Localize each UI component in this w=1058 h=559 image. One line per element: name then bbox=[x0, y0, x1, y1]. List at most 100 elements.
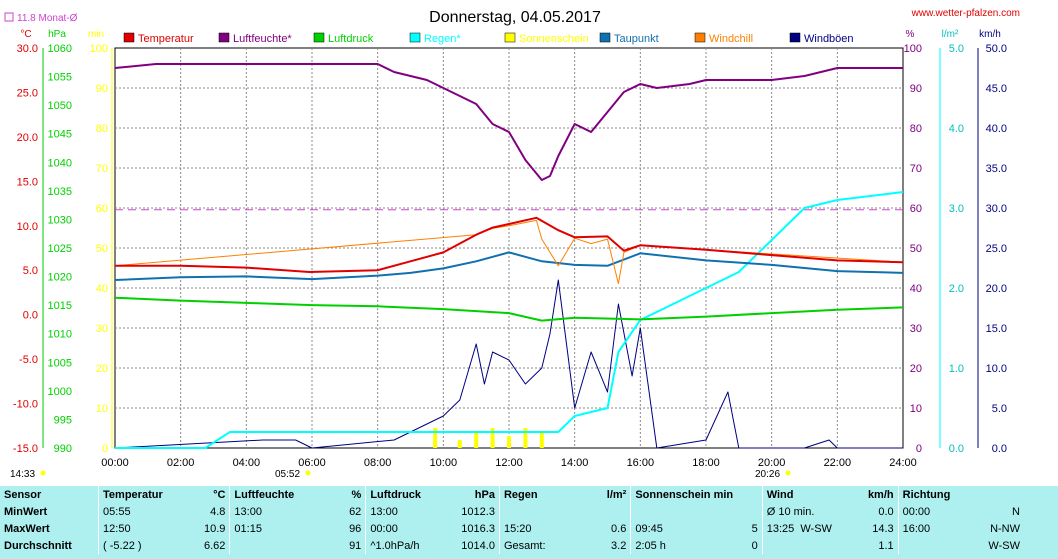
x-tick-label: 20:00 bbox=[758, 457, 786, 469]
stats-avg-dir: W-SW bbox=[988, 539, 1020, 552]
stats-avg-press-time: ^1.0hPa/h bbox=[365, 537, 448, 554]
minutes-tick-label: 20 bbox=[96, 363, 108, 375]
temp-tick-label: 5.0 bbox=[23, 265, 38, 277]
pressure-tick-label: 1055 bbox=[48, 72, 72, 84]
stats-avg-rain-time: Gesamt: bbox=[498, 537, 579, 554]
stats-min-sun-time bbox=[630, 503, 713, 520]
pressure-tick-label: 990 bbox=[54, 443, 72, 455]
monthly-avg-label: 11.8 Monat-Ø bbox=[17, 13, 78, 24]
stats-max-hum-time: 01:15 bbox=[229, 520, 314, 537]
rain-tick-label: 3.0 bbox=[949, 203, 964, 215]
pressure-tick-label: 1040 bbox=[48, 157, 72, 169]
pressure-tick-label: 1060 bbox=[48, 43, 72, 55]
humidity-tick-label: 70 bbox=[910, 163, 922, 175]
stats-sensor-header: Sensor bbox=[4, 488, 42, 501]
legend-label: Sonnenschein bbox=[519, 33, 589, 45]
sunshine-bar bbox=[474, 432, 479, 448]
axis-unit-right: l/m² bbox=[942, 29, 959, 40]
stats-min-hum-time: 13:00 bbox=[229, 503, 314, 520]
stats-max-wind-dir: W-SW bbox=[800, 522, 832, 535]
sunshine-bar bbox=[523, 428, 528, 448]
x-tick-label: 18:00 bbox=[692, 457, 720, 469]
stats-max-dir-time: 16:00 bbox=[897, 520, 967, 537]
stats-dir-header: Richtung bbox=[897, 486, 1024, 503]
wind-tick-label: 35.0 bbox=[986, 163, 1007, 175]
stats-max-wind-time: 13:25 bbox=[766, 522, 795, 535]
x-tick-label: 24:00 bbox=[889, 457, 917, 469]
temp-tick-label: -15.0 bbox=[13, 443, 38, 455]
statistics-panel: Sensor Temperatur °C Luftfeuchte % Luftd… bbox=[0, 486, 1058, 559]
stats-sun-header: Sonnenschein min bbox=[630, 486, 763, 503]
wind-tick-label: 5.0 bbox=[992, 403, 1007, 415]
weather-chart: °C hPa min 30.0 25.0 20.0 15.0 10.0 5.0 0.0 -5.0 -1… bbox=[4, 8, 1020, 480]
stats-min-temp-time: 05:55 bbox=[98, 503, 178, 520]
wind-tick-label: 25.0 bbox=[986, 243, 1007, 255]
stats-avg-dir-time bbox=[897, 537, 967, 554]
stats-press-header: Luftdruck bbox=[365, 486, 448, 503]
x-tick-label: 22:00 bbox=[824, 457, 852, 469]
pressure-tick-label: 995 bbox=[54, 414, 72, 426]
legend-swatch bbox=[789, 32, 801, 43]
temp-tick-label: 10.0 bbox=[17, 221, 38, 233]
x-tick-label: 06:00 bbox=[298, 457, 326, 469]
pressure-tick-label: 1050 bbox=[48, 100, 72, 112]
stats-max-press-time: 00:00 bbox=[365, 520, 448, 537]
stats-header-row: Sensor Temperatur °C Luftfeuchte % Luftd… bbox=[0, 486, 1024, 503]
minutes-tick-label: 70 bbox=[96, 163, 108, 175]
stats-min-rain bbox=[579, 503, 631, 520]
series-line-regen bbox=[115, 191, 904, 449]
legend-label: Regen* bbox=[424, 33, 461, 45]
wind-tick-label: 50.0 bbox=[986, 43, 1007, 55]
rain-tick-label: 2.0 bbox=[949, 283, 964, 295]
sunshine-bar bbox=[433, 428, 438, 448]
rain-tick-label: 0.0 bbox=[949, 443, 964, 455]
axis-unit-left: min bbox=[88, 29, 104, 40]
temp-tick-label: -10.0 bbox=[13, 399, 38, 411]
minutes-tick-label: 100 bbox=[90, 43, 108, 55]
temp-tick-label: 15.0 bbox=[17, 176, 38, 188]
stats-rain-unit: l/m² bbox=[606, 488, 627, 501]
website-link[interactable]: www.wetter-pfalzen.com bbox=[911, 8, 1020, 19]
stats-avg-wind: 1.1 bbox=[878, 539, 894, 552]
stats-max-hum: 96 bbox=[349, 522, 362, 535]
minutes-tick-label: 90 bbox=[96, 83, 108, 95]
sun-icon bbox=[40, 470, 46, 476]
stats-hum-unit: % bbox=[351, 488, 362, 501]
stats-avg-temp-time: ( -5.22 ) bbox=[98, 537, 178, 554]
stats-avg-rain: 3.2 bbox=[611, 539, 627, 552]
legend-swatch bbox=[123, 32, 135, 43]
stats-avg-temp: 6.62 bbox=[203, 539, 226, 552]
humidity-tick-label: 100 bbox=[904, 43, 922, 55]
legend-label: Luftdruck bbox=[328, 33, 374, 45]
stats-max-label: MaxWert bbox=[4, 522, 50, 535]
axis-unit-right: % bbox=[906, 29, 915, 40]
pressure-tick-label: 1020 bbox=[48, 272, 72, 284]
temp-tick-label: 30.0 bbox=[17, 43, 38, 55]
stats-avg-hum-time bbox=[229, 537, 314, 554]
wind-tick-label: 0.0 bbox=[992, 443, 1007, 455]
pressure-tick-label: 1045 bbox=[48, 129, 72, 141]
minutes-tick-label: 50 bbox=[96, 243, 108, 255]
stats-avg-hum: 91 bbox=[349, 539, 362, 552]
legend-swatch bbox=[599, 32, 611, 43]
series-line-luftdruck bbox=[114, 296, 904, 322]
pressure-tick-label: 1015 bbox=[48, 300, 72, 312]
stats-max-temp-time: 12:50 bbox=[98, 520, 178, 537]
stats-avg-press: 1014.0 bbox=[461, 539, 495, 552]
current-time: 14:33 bbox=[10, 469, 35, 480]
stats-min-sun bbox=[712, 503, 762, 520]
minutes-tick-label: 60 bbox=[96, 203, 108, 215]
stats-max-row: MaxWert 12:50 10.9 01:15 96 00:00 1016.3… bbox=[0, 520, 1024, 537]
stats-max-rain: 0.6 bbox=[611, 522, 627, 535]
temp-tick-label: 25.0 bbox=[17, 87, 38, 99]
series-line-luftfeuchte bbox=[114, 63, 903, 181]
stats-min-rain-time bbox=[498, 503, 579, 520]
wind-tick-label: 20.0 bbox=[986, 283, 1007, 295]
stats-min-hum: 62 bbox=[349, 505, 362, 518]
stats-temp-header: Temperatur bbox=[98, 486, 178, 503]
sunshine-bar bbox=[457, 440, 462, 448]
stats-min-label: MinWert bbox=[4, 505, 48, 518]
minutes-tick-label: 10 bbox=[96, 403, 108, 415]
minutes-tick-label: 40 bbox=[96, 283, 108, 295]
stats-avg-sun: 0 bbox=[751, 539, 758, 552]
